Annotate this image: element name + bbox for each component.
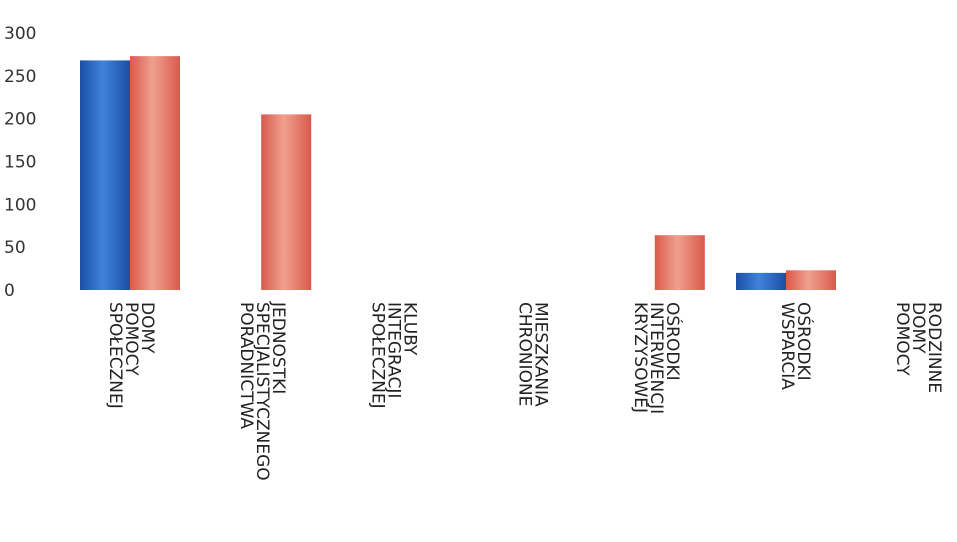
y-tick-label: 150 <box>4 153 36 173</box>
x-category-label-line: INTERWENCJI <box>646 302 666 414</box>
bar-series-1-cat-4 <box>654 235 705 290</box>
x-category-label-line: SPOŁECZNEJ <box>367 302 387 409</box>
x-category-label-line: WSPARCIA <box>777 302 797 390</box>
bars <box>80 56 836 291</box>
y-tick-label: 250 <box>4 67 36 87</box>
x-category-label-line: MIESZKANIA <box>531 302 551 407</box>
y-tick-label: 0 <box>4 281 15 301</box>
y-tick-label: 300 <box>4 24 36 44</box>
bar-series-1-cat-1 <box>261 114 312 290</box>
x-category-label-line: INTEGRACJI <box>383 302 403 398</box>
x-category-label-line: RODZINNE <box>924 302 944 393</box>
bar-series-0-cat-0 <box>80 60 130 291</box>
y-tick-label: 100 <box>4 195 36 215</box>
x-category-label-line: OŚRODKI <box>793 302 815 381</box>
x-category-label-line: CHRONIONE <box>515 302 535 406</box>
x-category-label-line: KRYZYSOWEJ <box>630 302 650 413</box>
x-category-label-line: POMOCY <box>121 302 141 376</box>
x-category-label-line: SPOŁECZNEJ <box>105 302 125 409</box>
x-category-label-line: JEDNOSTKI <box>268 301 288 394</box>
x-category-label-line: DOMY <box>137 302 157 354</box>
x-category-label-line: POMOCY <box>892 302 912 376</box>
y-tick-label: 50 <box>4 238 26 258</box>
bar-series-0-cat-5 <box>736 272 786 290</box>
x-category-label-line: DOMY <box>908 302 928 354</box>
bar-series-1-cat-0 <box>130 56 180 290</box>
x-category-label-line: PORADNICTWA <box>236 302 256 429</box>
y-axis: 0 50 100 150 200 250 300 <box>4 24 36 301</box>
x-category-label-line: KLUBY <box>399 302 419 356</box>
y-tick-label: 200 <box>4 110 36 130</box>
x-category-label-line: OŚRODKI <box>662 302 684 381</box>
x-category-label-line: SPECJALISTYCZNEGO <box>252 302 272 481</box>
bar-series-1-cat-5 <box>786 270 836 290</box>
